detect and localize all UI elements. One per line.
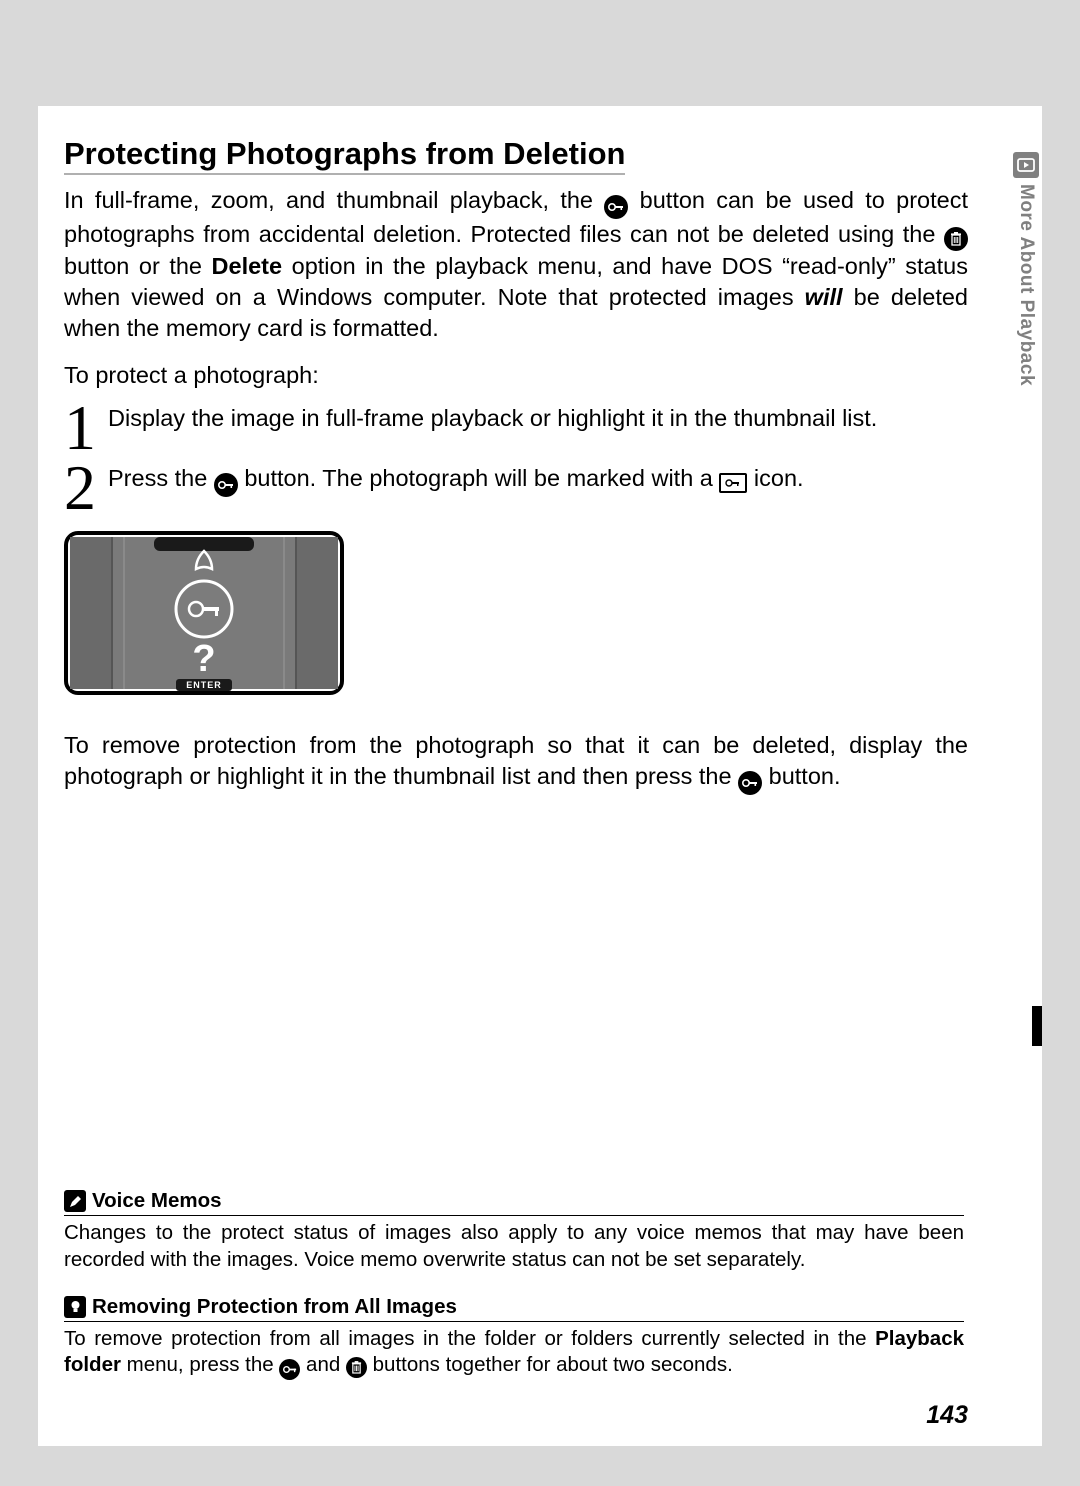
step-text: Display the image in full-frame playback… [108,403,968,434]
note-title: Voice Memos [92,1189,222,1213]
note-body: To remove protection from all images in … [64,1326,964,1380]
step-number: 2 [64,463,108,513]
trash-icon [944,227,968,251]
protect-key-icon [738,771,762,795]
playback-icon [1013,152,1039,178]
text: button or the [64,253,212,279]
text: and [300,1353,346,1376]
side-tab-label: More About Playback [1015,184,1037,386]
step-1: 1 Display the image in full-frame playba… [64,403,968,453]
text: menu, press the [121,1353,279,1376]
camera-button-illustration: ? ENTER [64,531,344,695]
step-2: 2 Press the button. The photograph will … [64,463,968,513]
protect-marker-icon [719,473,747,493]
text: Press the [108,465,214,491]
note-heading-remove-all: Removing Protection from All Images [64,1295,964,1322]
side-tab: More About Playback [1012,152,1040,386]
trash-icon [346,1357,367,1378]
text: To remove protection from all images in … [64,1327,875,1350]
step-text: Press the button. The photograph will be… [108,463,968,497]
lead-text: To protect a photograph: [64,362,968,389]
note-heading-voice: Voice Memos [64,1189,964,1216]
bulb-icon [64,1296,86,1318]
page-number: 143 [926,1401,968,1430]
text: buttons together for about two seconds. [367,1353,733,1376]
page-title: Protecting Photographs from Deletion [64,136,625,175]
notes-section: Voice Memos Changes to the protect statu… [64,1189,964,1402]
pencil-icon [64,1190,86,1212]
protect-key-icon [214,473,238,497]
note-body: Changes to the protect status of images … [64,1220,964,1272]
protect-key-icon [604,195,628,219]
intro-paragraph: In full-frame, zoom, and thumbnail playb… [64,185,968,344]
text: icon. [747,465,803,491]
svg-text:ENTER: ENTER [186,680,222,690]
text: In full-frame, zoom, and thumbnail playb… [64,187,604,213]
manual-page: Protecting Photographs from Deletion In … [38,106,1042,1446]
text: button. The photograph will be marked wi… [238,465,720,491]
will-emphasis: will [805,284,843,310]
protect-key-icon [279,1359,300,1380]
note-title: Removing Protection from All Images [92,1295,457,1319]
side-marker [1032,1006,1042,1046]
svg-text:?: ? [192,638,215,680]
remove-protection-paragraph: To remove protection from the photograph… [64,730,968,795]
text: button. [762,763,840,789]
delete-bold: Delete [212,253,283,279]
step-number: 1 [64,403,108,453]
